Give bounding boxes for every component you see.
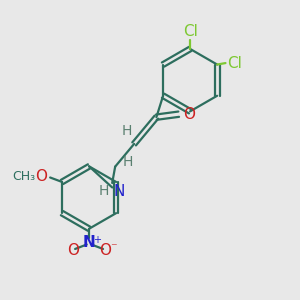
Text: N: N [83,235,95,250]
Text: O: O [99,243,111,258]
Text: H: H [123,155,133,169]
Text: H: H [99,184,109,199]
Text: H: H [122,124,132,138]
Text: +: + [93,235,101,245]
Text: ⁻: ⁻ [110,242,116,255]
Text: O: O [35,169,47,184]
Text: O: O [67,243,79,258]
Text: CH₃: CH₃ [12,170,35,183]
Text: N: N [114,184,125,200]
Text: Cl: Cl [227,56,242,70]
Text: O: O [184,107,196,122]
Text: Cl: Cl [183,24,198,39]
